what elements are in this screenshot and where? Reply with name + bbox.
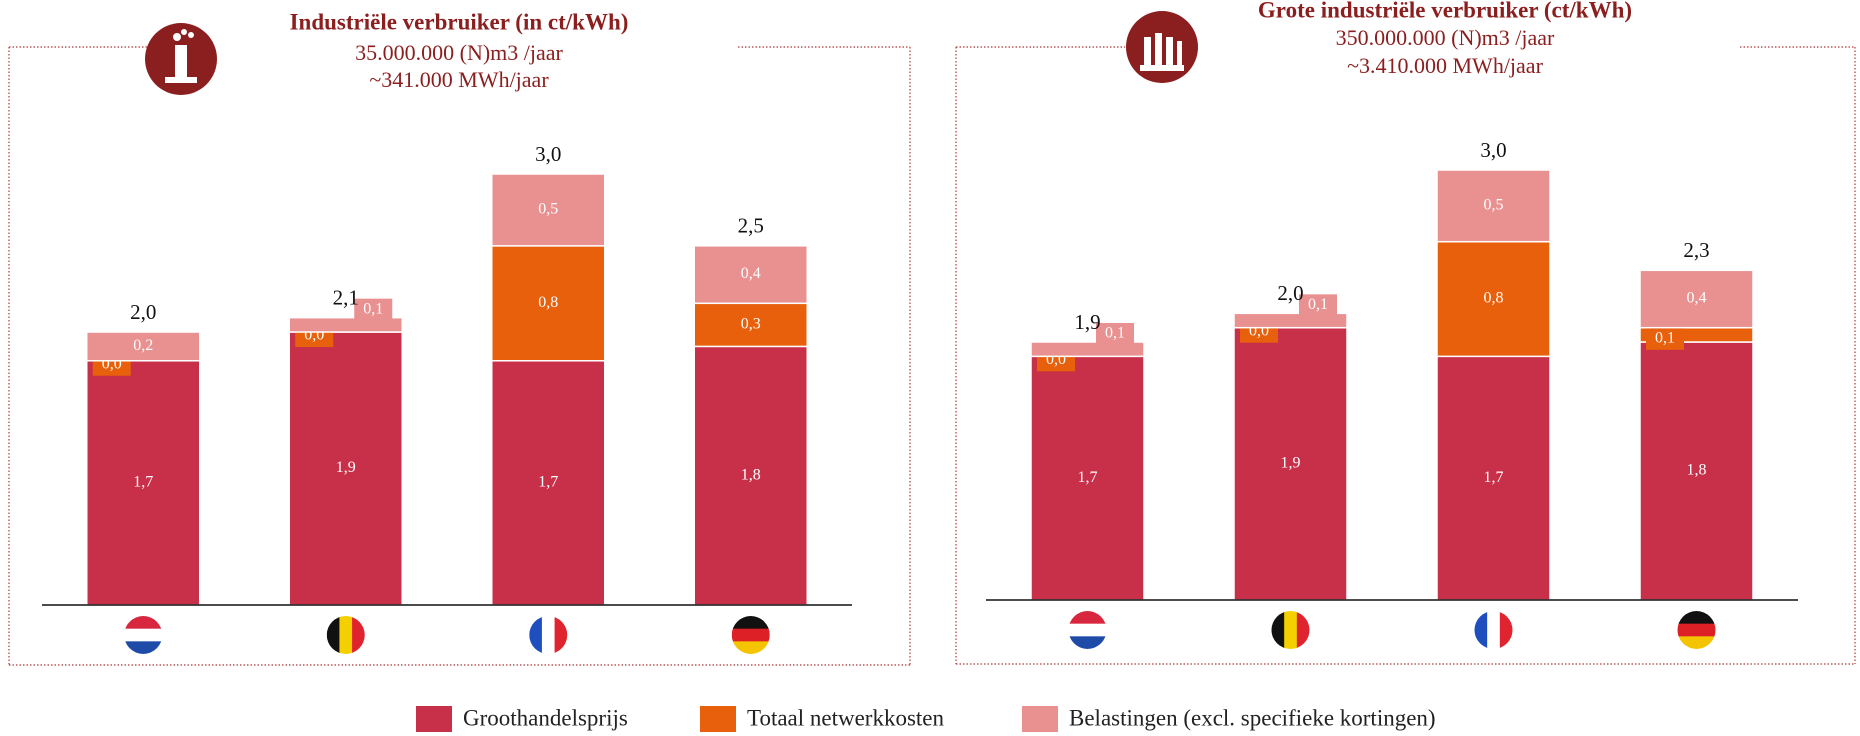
bar-segment <box>1436 169 1551 243</box>
flag-stripe <box>1068 623 1107 637</box>
value-label: 0,1 <box>1105 325 1125 342</box>
chart-subtitle: 350.000.000 (N)m3 /jaar <box>1336 25 1555 50</box>
flag <box>1474 611 1513 649</box>
value-label: 0,2 <box>133 337 153 354</box>
value-label: 1,7 <box>1078 469 1098 486</box>
value-label: 1,9 <box>336 459 356 476</box>
flag <box>124 616 163 654</box>
total-label: 2,5 <box>738 214 764 238</box>
value-label: 0,5 <box>1484 197 1504 214</box>
chart-subtitle: ~3.410.000 MWh/jaar <box>1347 53 1543 78</box>
flag-stripe <box>1487 611 1501 649</box>
bar-segment <box>491 245 606 362</box>
flag <box>1271 611 1310 649</box>
total-label: 2,3 <box>1683 238 1709 262</box>
flag-stripe <box>326 616 340 654</box>
panel-frame <box>955 46 1856 665</box>
value-label: 1,9 <box>1281 455 1301 472</box>
total-label: 2,0 <box>1277 281 1303 305</box>
flag-stripe <box>731 641 770 654</box>
flag-stripe <box>1271 611 1285 649</box>
flag-stripe <box>1068 636 1107 649</box>
value-label: 0,1 <box>1308 296 1328 313</box>
flag-stripe <box>1474 611 1488 649</box>
flag-stripe <box>731 616 770 630</box>
legend-swatch <box>416 706 452 732</box>
value-label: 0,3 <box>741 316 761 333</box>
bar-segment <box>1639 269 1754 329</box>
bar-segment <box>1436 240 1551 358</box>
value-label: 0,1 <box>1655 330 1675 347</box>
value-label: 1,7 <box>538 474 558 491</box>
flag-stripe <box>1677 623 1716 637</box>
factory-icon <box>1126 11 1198 83</box>
bar-segment <box>491 173 606 247</box>
flag-stripe <box>1284 611 1298 649</box>
total-label: 3,0 <box>535 142 561 166</box>
value-label: 0,8 <box>1484 290 1504 307</box>
chart-title: Grote industriële verbruiker (ct/kWh) <box>1258 0 1632 22</box>
bar-segment <box>1233 312 1348 329</box>
flag <box>1068 611 1107 649</box>
flag-stripe <box>731 628 770 642</box>
value-label-box <box>354 298 393 321</box>
flag-stripe <box>541 616 556 654</box>
value-label: 1,8 <box>1687 462 1707 479</box>
bar-segment <box>1030 355 1145 601</box>
legend-label: Belastingen (excl. specifieke kortingen) <box>1069 705 1436 730</box>
value-label: 0,4 <box>1687 290 1707 307</box>
flag-stripe <box>1499 611 1513 649</box>
flag-stripe <box>1677 636 1716 649</box>
bar-segment <box>86 331 201 362</box>
value-label: 0,5 <box>538 201 558 218</box>
bar-segment <box>693 245 808 305</box>
flag-stripe <box>1296 611 1310 649</box>
value-label: 0,8 <box>538 294 558 311</box>
flag <box>529 616 568 654</box>
flag <box>326 616 365 654</box>
bar-segment <box>693 345 808 606</box>
flag-stripe <box>124 628 163 642</box>
bar-segment <box>288 316 403 333</box>
total-label: 2,0 <box>130 300 156 324</box>
flag-stripe <box>1677 611 1716 625</box>
chart-subtitle: 35.000.000 (N)m3 /jaar <box>355 40 563 65</box>
total-label: 2,1 <box>333 285 359 309</box>
value-label: 1,8 <box>741 466 761 483</box>
total-label: 3,0 <box>1480 138 1506 162</box>
flag-stripe <box>554 616 568 654</box>
legend-swatch <box>1022 706 1058 732</box>
total-label: 1,9 <box>1074 310 1100 334</box>
chart-subtitle: ~341.000 MWh/jaar <box>369 67 549 92</box>
bar-segment <box>1436 355 1551 601</box>
bar-segment <box>693 302 808 348</box>
legend-label: Totaal netwerkkosten <box>747 705 945 730</box>
value-label-box <box>1096 323 1134 345</box>
legend-swatch <box>700 706 736 732</box>
factory-icon <box>145 23 217 95</box>
value-label: 1,7 <box>133 474 153 491</box>
flag-stripe <box>124 616 163 630</box>
flag <box>731 616 770 654</box>
bar-segment <box>1233 326 1348 601</box>
bar-segment <box>288 331 403 606</box>
bar-segment <box>1030 341 1145 358</box>
legend-label: Groothandelsprijs <box>463 705 628 730</box>
flag-stripe <box>352 616 365 654</box>
flag-stripe <box>529 616 543 654</box>
flag <box>1677 611 1716 649</box>
flag-stripe <box>124 641 163 654</box>
value-label: 1,7 <box>1484 469 1504 486</box>
flag-stripe <box>1068 611 1107 625</box>
value-label-box <box>1299 294 1337 317</box>
value-label: 0,1 <box>363 300 383 317</box>
value-label: 0,4 <box>741 265 761 282</box>
value-label-box <box>1646 327 1684 350</box>
chart-title: Industriële verbruiker (in ct/kWh) <box>290 9 629 34</box>
flag-stripe <box>339 616 353 654</box>
panel-frame <box>8 46 911 666</box>
